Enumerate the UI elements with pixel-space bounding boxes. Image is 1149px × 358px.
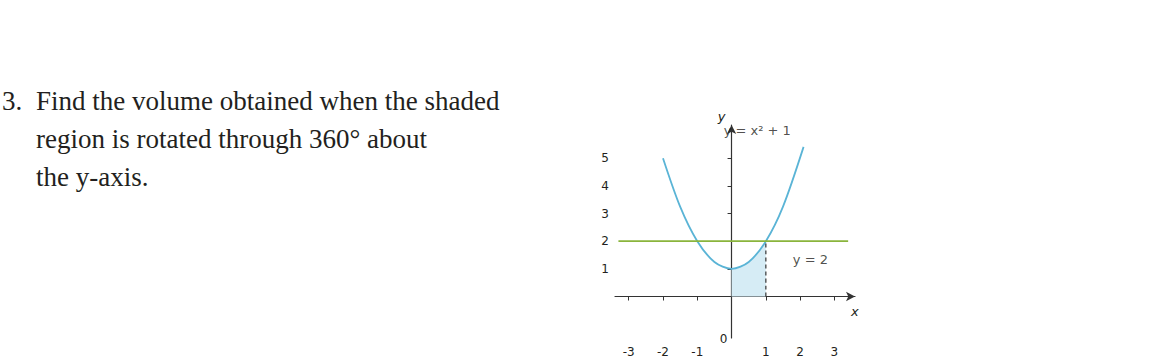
- svg-text:-1: -1: [691, 345, 703, 358]
- svg-text:y = 2: y = 2: [793, 252, 828, 267]
- svg-text:1: 1: [762, 345, 770, 358]
- svg-text:x: x: [850, 304, 859, 319]
- svg-text:4: 4: [601, 179, 609, 193]
- svg-text:2: 2: [796, 345, 804, 358]
- html-text:the y-axis.: the y-axis.: [36, 162, 149, 192]
- svg-text:y: y: [717, 109, 726, 124]
- html-text:Find the volume obtained when: Find the volume obtained when the shaded: [36, 86, 500, 116]
- svg-text:3: 3: [601, 207, 609, 221]
- svg-text:1: 1: [601, 262, 609, 276]
- svg-text:3: 3: [831, 345, 839, 358]
- html-text:region is rotated through 360°: region is rotated through 360° about: [36, 124, 427, 154]
- svg-text:-2: -2: [657, 345, 669, 358]
- svg-text:-3: -3: [623, 345, 635, 358]
- svg-text:5: 5: [601, 151, 609, 165]
- svg-text:y = x² + 1: y = x² + 1: [724, 123, 791, 138]
- svg-text:2: 2: [601, 234, 609, 248]
- svg-text:0: 0: [720, 332, 728, 346]
- html-text:3.: 3.: [2, 86, 23, 116]
